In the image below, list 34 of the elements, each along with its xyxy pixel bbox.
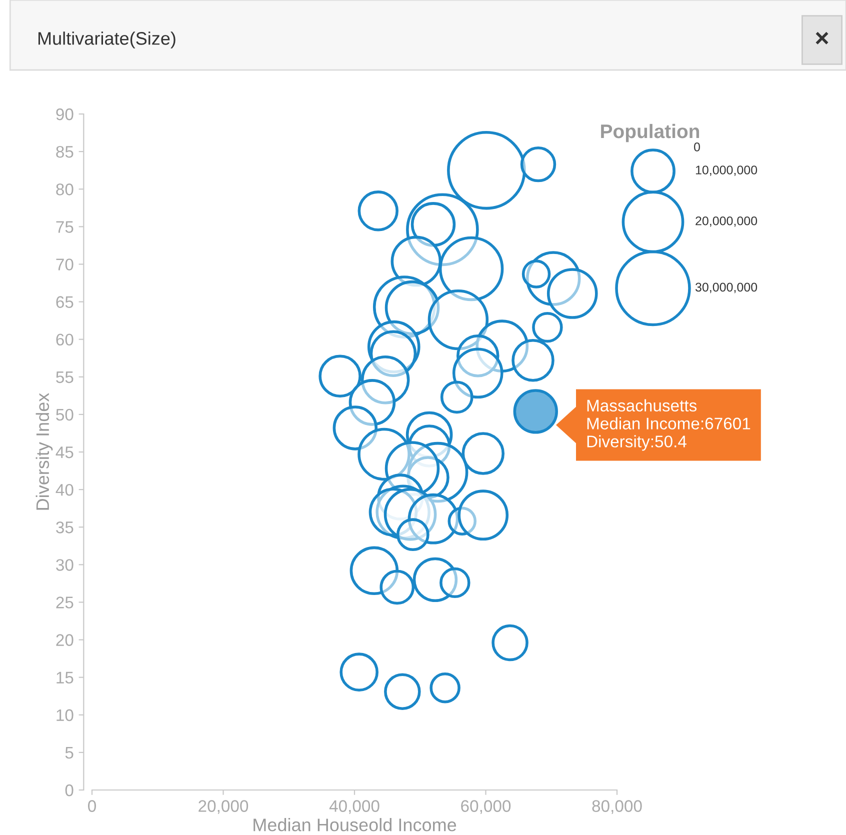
text: ×: [816, 32, 828, 44]
annotation: Massachusetts Median Income:67601 Diversity:50.4: [587, 399, 750, 451]
y-tick-label: 85: [56, 146, 74, 158]
text: 0: [694, 142, 700, 152]
legend-label: 20,000,000: [696, 216, 758, 227]
legend-label: 10,000,000: [696, 166, 758, 176]
x-tick-label: 20,000: [198, 800, 248, 814]
x-tick-label: 0: [88, 800, 96, 812]
y-tick-label: 65: [56, 296, 74, 308]
y-tick-label: 60: [56, 334, 74, 346]
y-tick-label: 40: [56, 484, 74, 496]
y-tick-label: 20: [56, 634, 74, 646]
y-tick-label: 45: [56, 446, 74, 458]
chart-title: Multivariate(Size): [38, 32, 176, 48]
y-tick-label: 35: [56, 522, 74, 534]
y-tick-label: 15: [56, 672, 74, 684]
y-axis-title: Diversity Index: [36, 392, 53, 510]
x-tick-label: 60,000: [461, 800, 511, 814]
x-tick-label: 40,000: [329, 800, 380, 814]
y-tick-label: 50: [56, 408, 74, 421]
y-tick-label: 70: [56, 258, 74, 270]
y-tick-label: 25: [56, 596, 74, 608]
x-axis-title: Median Houseold Income: [254, 818, 456, 832]
y-tick-label: 30: [56, 559, 74, 571]
y-tick-label: 55: [56, 371, 74, 384]
y-tick-label: 10: [56, 709, 74, 722]
x-tick-label: 80,000: [592, 800, 642, 814]
y-tick-label: 75: [56, 221, 74, 233]
y-tick-label: 5: [65, 747, 74, 759]
y-tick-label: 0: [65, 784, 74, 796]
legend-label: 30,000,000: [695, 282, 758, 294]
y-tick-label: 90: [56, 108, 74, 120]
legend-title: Population: [601, 124, 700, 142]
y-tick-label: 80: [56, 184, 74, 196]
